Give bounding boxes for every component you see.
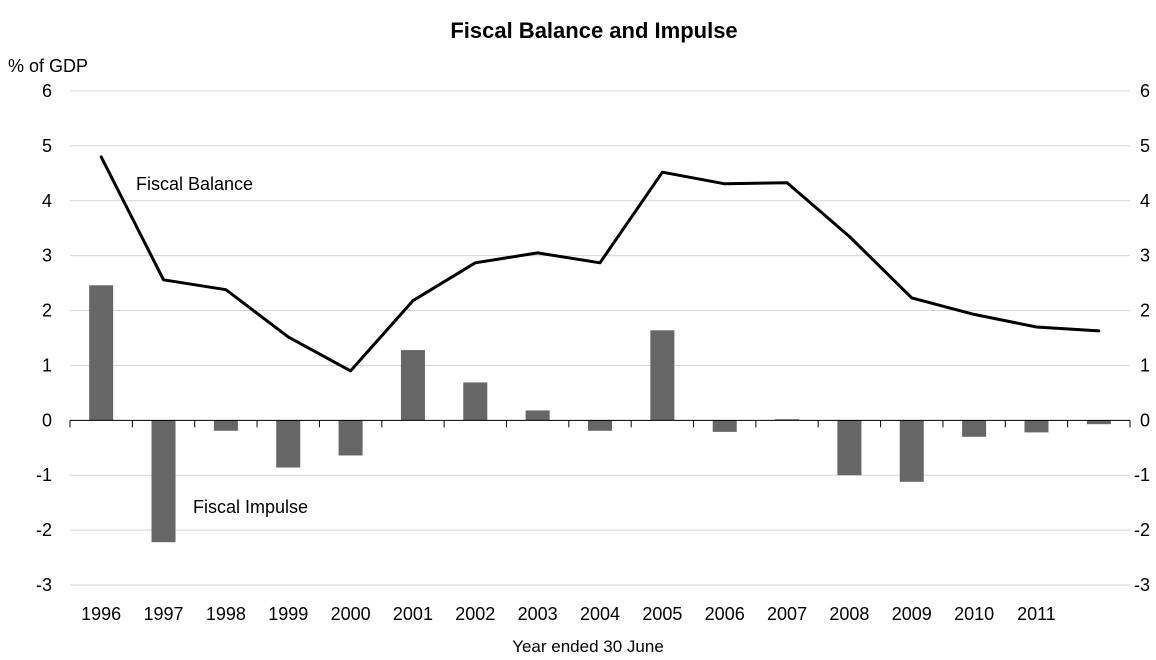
x-tick-label: 2005 xyxy=(642,604,682,624)
y-tick-label-left: 3 xyxy=(42,246,52,266)
fiscal-impulse-bar xyxy=(588,420,612,431)
x-axis-title: Year ended 30 June xyxy=(512,637,664,656)
fiscal-impulse-bar xyxy=(899,420,924,482)
fiscal-impulse-bar xyxy=(1024,420,1049,433)
fiscal-impulse-bar xyxy=(338,420,363,456)
x-tick-label: 2008 xyxy=(829,604,869,624)
fiscal-balance-line xyxy=(99,155,1101,373)
x-tick-label: 2011 xyxy=(1017,604,1056,624)
fiscal-impulse-bar xyxy=(650,330,675,421)
x-tick-label: 2010 xyxy=(954,604,994,624)
fiscal-impulse-bar xyxy=(400,350,425,421)
fiscal-impulse-bar xyxy=(213,420,238,431)
y-tick-label-right: -1 xyxy=(1134,465,1150,485)
y-tick-label-left: 2 xyxy=(42,301,52,321)
gridlines xyxy=(70,90,1130,586)
fiscal-impulse-bar xyxy=(151,420,176,543)
x-tick-labels: 1996 1997 1998 1999 2000 2001 2002 2003 2004 2005… xyxy=(81,604,1056,624)
y-tick-label-right: -3 xyxy=(1134,575,1150,595)
fiscal-impulse-bar xyxy=(775,419,800,421)
fiscal-balance-annotation: Fiscal Balance xyxy=(136,174,253,194)
fiscal-impulse-bar xyxy=(276,420,301,468)
x-tick-label: 1998 xyxy=(206,604,246,624)
y-tick-label-right: 5 xyxy=(1140,136,1150,156)
x-tick-label: 2006 xyxy=(705,604,745,624)
left-y-tick-labels: -3 -2 -1 0 1 2 3 4 5 6 xyxy=(36,81,52,595)
x-tick-label: 2000 xyxy=(331,604,371,624)
y-tick-label-left: -1 xyxy=(36,465,52,485)
x-tick-label: 2007 xyxy=(767,604,807,624)
fiscal-impulse-bar xyxy=(962,420,987,437)
axes xyxy=(69,419,1131,428)
x-tick-label: 2001 xyxy=(393,604,433,624)
fiscal-impulse-bar xyxy=(463,382,488,421)
y-tick-label-left: 1 xyxy=(42,355,52,375)
y-tick-label-left: 0 xyxy=(42,410,52,430)
x-tick-label: 1999 xyxy=(268,604,308,624)
y-tick-label-right: 0 xyxy=(1140,410,1150,430)
y-tick-label-right: 3 xyxy=(1140,246,1150,266)
x-tick-label: 2002 xyxy=(455,604,495,624)
x-tick-label: 2004 xyxy=(580,604,620,624)
chart-title: Fiscal Balance and Impulse xyxy=(450,18,737,43)
fiscal-impulse-bars xyxy=(89,285,1111,543)
fiscal-impulse-bar xyxy=(89,285,114,421)
y-tick-label-left: -3 xyxy=(36,575,52,595)
x-tick-label: 1997 xyxy=(144,604,184,624)
fiscal-impulse-bar xyxy=(837,420,862,476)
x-tick-label: 2009 xyxy=(892,604,932,624)
y-tick-label-left: 5 xyxy=(42,136,52,156)
x-tick-label: 1996 xyxy=(81,604,121,624)
y-tick-label-left: 4 xyxy=(42,191,52,211)
y-tick-label-right: 1 xyxy=(1140,355,1150,375)
right-y-tick-labels: -3 -2 -1 0 1 2 3 4 5 6 xyxy=(1134,81,1150,595)
y-tick-label-left: 6 xyxy=(42,81,52,101)
y-tick-label-left: -2 xyxy=(36,520,52,540)
y-axis-unit-label: % of GDP xyxy=(8,56,88,76)
fiscal-impulse-annotation: Fiscal Impulse xyxy=(193,497,308,517)
fiscal-balance-line-group xyxy=(99,155,1101,373)
y-tick-label-right: -2 xyxy=(1134,520,1150,540)
fiscal-impulse-bar xyxy=(1086,420,1111,425)
fiscal-impulse-bar xyxy=(525,410,550,421)
x-tick-label: 2003 xyxy=(518,604,558,624)
fiscal-impulse-bar xyxy=(712,420,737,432)
y-tick-label-right: 6 xyxy=(1140,81,1150,101)
y-tick-label-right: 2 xyxy=(1140,301,1150,321)
y-tick-label-right: 4 xyxy=(1140,191,1150,211)
